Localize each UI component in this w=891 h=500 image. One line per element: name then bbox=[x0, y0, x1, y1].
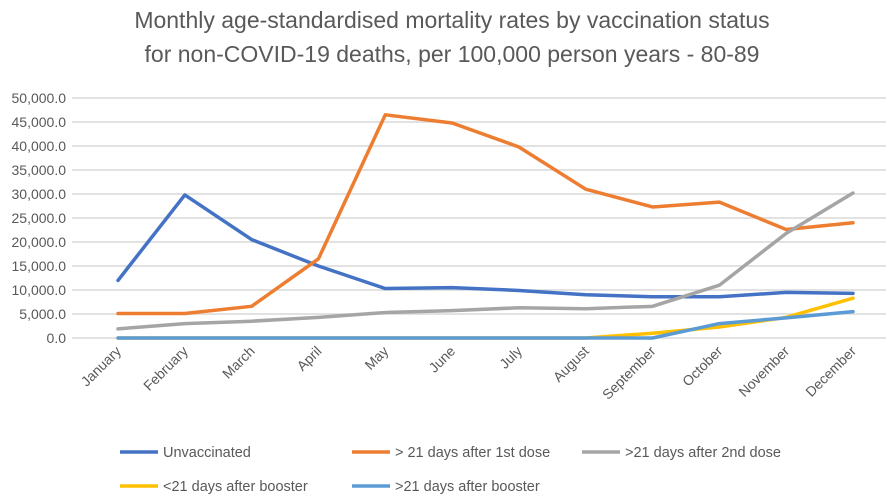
legend-label: Unvaccinated bbox=[163, 445, 251, 461]
series-line-2 bbox=[116, 191, 855, 331]
y-tick-label: 25,000.0 bbox=[12, 210, 67, 226]
x-tick-label: May bbox=[361, 343, 391, 373]
legend-label: <21 days after booster bbox=[163, 479, 308, 495]
legend-label: > 21 days after 1st dose bbox=[395, 445, 550, 461]
x-tick-label: January bbox=[78, 343, 125, 390]
y-tick-label: 35,000.0 bbox=[12, 162, 67, 178]
x-tick-label: September bbox=[599, 343, 659, 403]
x-tick-label: November bbox=[735, 343, 792, 400]
series-line-4 bbox=[116, 309, 855, 340]
y-tick-label: 50,000.0 bbox=[12, 90, 67, 106]
y-tick-label: 10,000.0 bbox=[12, 282, 67, 298]
series-line-3 bbox=[116, 296, 855, 340]
x-tick-label: March bbox=[219, 343, 258, 382]
x-tick-label: August bbox=[550, 343, 592, 385]
y-tick-label: 0.0 bbox=[47, 330, 67, 346]
x-tick-label: July bbox=[496, 343, 525, 372]
x-tick-label: June bbox=[425, 343, 458, 376]
chart-title-line-1: Monthly age-standardised mortality rates… bbox=[134, 7, 769, 33]
x-tick-label: December bbox=[802, 343, 859, 400]
y-tick-label: 20,000.0 bbox=[12, 234, 67, 250]
y-tick-label: 40,000.0 bbox=[12, 138, 67, 154]
series-line-1 bbox=[116, 113, 855, 316]
y-tick-label: 30,000.0 bbox=[12, 186, 67, 202]
legend-label: >21 days after booster bbox=[395, 479, 540, 495]
legend-label: >21 days after 2nd dose bbox=[625, 445, 781, 461]
chart-title-line-2: for non-COVID-19 deaths, per 100,000 per… bbox=[145, 41, 760, 67]
x-tick-label: April bbox=[293, 343, 324, 374]
series-line-0 bbox=[116, 193, 855, 299]
x-tick-label: February bbox=[140, 343, 191, 394]
x-tick-label: October bbox=[679, 343, 726, 390]
y-tick-label: 45,000.0 bbox=[12, 114, 67, 130]
y-tick-label: 5,000.0 bbox=[19, 306, 66, 322]
y-tick-label: 15,000.0 bbox=[12, 258, 67, 274]
